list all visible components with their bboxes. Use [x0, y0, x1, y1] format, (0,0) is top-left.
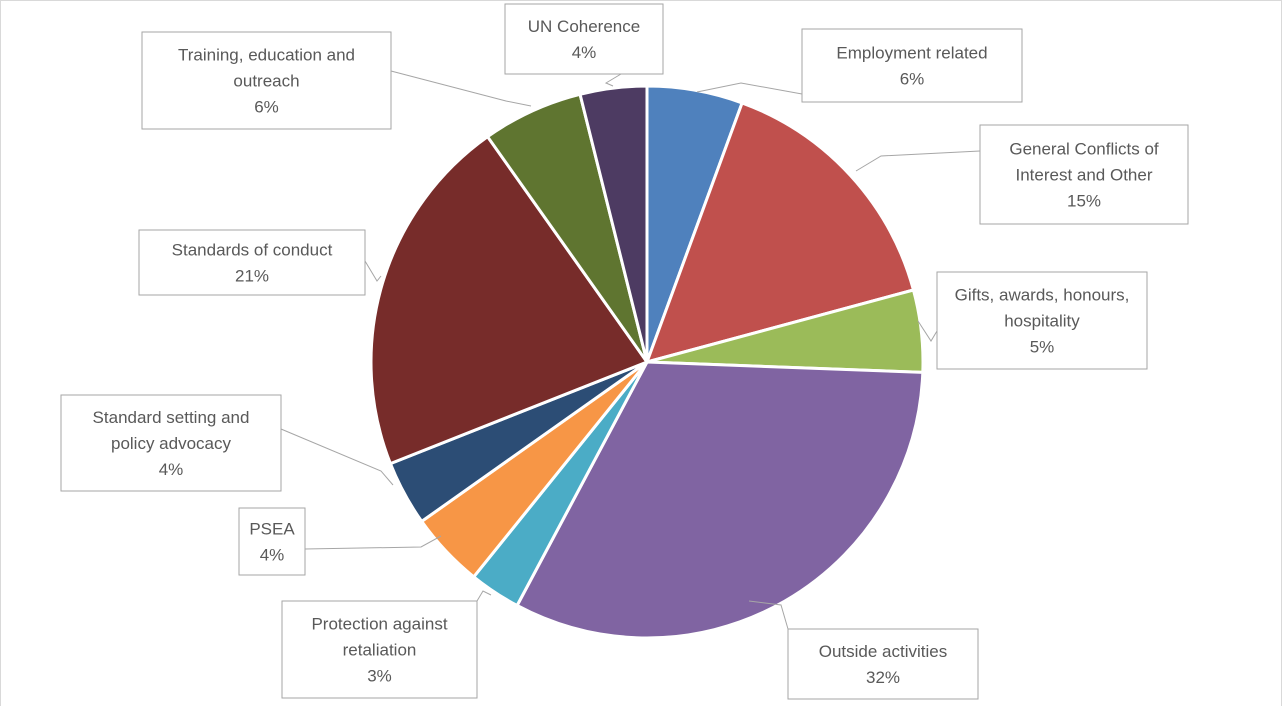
label-box [787, 628, 979, 700]
label-percent: 15% [1067, 192, 1101, 211]
label-percent: 6% [900, 70, 925, 89]
label-percent: 4% [572, 43, 597, 62]
data-label-outside-activities: Outside activities 32% [787, 628, 979, 700]
label-category: Employment related [836, 44, 987, 63]
data-label-employment-related: Employment related 6% [801, 28, 1023, 103]
label-category: hospitality [1004, 312, 1080, 331]
label-category: General Conflicts of [1009, 140, 1159, 159]
label-category: Training, education and [178, 46, 355, 65]
label-category: retaliation [343, 641, 417, 660]
leader-lines [280, 70, 981, 630]
label-percent: 3% [367, 667, 392, 686]
label-box [979, 124, 1189, 225]
data-label-standard-setting-and-policy-advocacy: Standard setting and policy advocacy 4% [60, 394, 282, 492]
label-percent: 32% [866, 668, 900, 687]
label-category: Interest and Other [1015, 166, 1152, 185]
label-box [801, 28, 1023, 103]
label-category: policy advocacy [111, 434, 232, 453]
label-percent: 6% [254, 98, 279, 117]
data-labels: Employment related 6% General Conflicts of… [60, 3, 1189, 700]
pie-slice-outside-activities [515, 360, 925, 640]
label-category: Outside activities [819, 642, 948, 661]
leader-line [696, 82, 803, 95]
label-box [281, 600, 478, 699]
label-category: Protection against [311, 615, 447, 634]
data-label-psea: PSEA 4% [238, 507, 306, 576]
data-label-general-conflicts-of-interest-and-other: General Conflicts of Interest and Other 15… [979, 124, 1189, 225]
pie-slices [369, 84, 925, 640]
label-category: outreach [233, 72, 299, 91]
label-box [138, 229, 366, 296]
leader-line [390, 70, 532, 107]
label-category: PSEA [249, 520, 295, 539]
label-category: Gifts, awards, honours, [955, 286, 1130, 305]
leader-line [280, 428, 394, 486]
label-box [504, 3, 664, 75]
leader-line [604, 73, 622, 87]
leader-line [917, 320, 938, 342]
pie-slice-un-coherence [578, 84, 649, 364]
data-label-standards-of-conduct: Standards of conduct 21% [138, 229, 366, 296]
data-label-protection-against-retaliation: Protection against retaliation 3% [281, 600, 478, 699]
leader-line [748, 600, 789, 630]
label-box [238, 507, 306, 576]
leader-line [476, 590, 492, 602]
data-label-gifts-awards-honours-hospitality: Gifts, awards, honours, hospitality 5% [936, 271, 1148, 370]
leader-line [855, 150, 981, 172]
label-percent: 5% [1030, 338, 1055, 357]
label-category: UN Coherence [528, 17, 640, 36]
data-label-un-coherence: UN Coherence 4% [504, 3, 664, 75]
data-label-training-education-and-outreach: Training, education and outreach 6% [141, 31, 392, 130]
label-box [141, 31, 392, 130]
label-box [60, 394, 282, 492]
label-percent: 21% [235, 267, 269, 286]
leader-line [304, 535, 442, 550]
pie-slice-general-conflicts-of-interest-and-other [645, 101, 915, 364]
label-category: Standards of conduct [172, 241, 333, 260]
label-percent: 4% [159, 460, 184, 479]
label-category: Standard setting and [93, 408, 250, 427]
pie-slice-standards-of-conduct [369, 135, 649, 466]
label-box [936, 271, 1148, 370]
label-percent: 4% [260, 546, 285, 565]
leader-line [364, 260, 382, 282]
